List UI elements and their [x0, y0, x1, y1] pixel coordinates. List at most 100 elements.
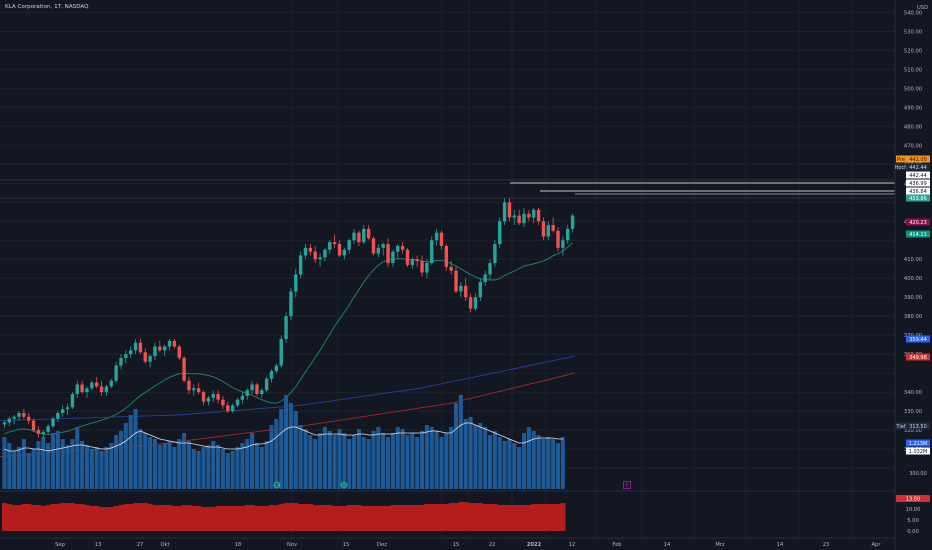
oscillator-tick-label: 10.00 [906, 507, 921, 513]
candle-body [298, 255, 303, 275]
volume-bar [366, 439, 371, 489]
oscillator-bar [249, 505, 255, 531]
oscillator-bar [327, 505, 333, 531]
oscillator-bar [254, 506, 260, 531]
price-tick-label: 510.00 [904, 67, 922, 73]
volume-bar [148, 437, 153, 489]
candle-body [196, 388, 201, 393]
price-badge-value: 1.032M [909, 449, 928, 455]
oscillator-axis[interactable]: 10.00 5.00 0.00 13.50 [896, 495, 930, 535]
time-tick-label: Apr [872, 542, 882, 548]
oscillator-bar [351, 505, 357, 531]
candle-body [473, 297, 478, 309]
candle-body [517, 215, 521, 224]
oscillator-bar [99, 507, 105, 531]
price-tick-label: 390.00 [904, 295, 922, 301]
volume-bar [415, 437, 420, 489]
price-badge-value: 442.00 [909, 157, 927, 163]
oscillator-bar [468, 503, 474, 531]
volume-bar [104, 447, 109, 489]
time-tick-label: 27 [137, 542, 144, 548]
price-badge-bg [906, 194, 930, 202]
price-badge-bg [906, 447, 930, 455]
volume-bar [322, 427, 327, 489]
oscillator-bar [103, 507, 110, 531]
ma-fast-line [4, 242, 573, 435]
oscillator-bar [414, 505, 420, 531]
volume-bar [254, 443, 259, 489]
oscillator-bar [186, 505, 192, 531]
symbol-title[interactable]: KLA Corporation, 1T, NASDAQ [5, 4, 89, 10]
candle-body [459, 285, 463, 292]
oscillator-bar [293, 503, 299, 531]
candle-body [235, 399, 240, 406]
candle-body [245, 390, 249, 396]
volume-bar [172, 447, 177, 489]
oscillator-bar [65, 503, 71, 531]
volume-bar [94, 447, 99, 489]
oscillator-bar [113, 506, 119, 531]
price-badge-bg [906, 218, 930, 226]
price-badge-value: 349.98 [909, 355, 927, 361]
candle-body [566, 228, 570, 241]
dividend-marker [340, 481, 348, 489]
volume-bar [386, 437, 391, 489]
oscillator-bar [230, 506, 236, 531]
candle-body [226, 405, 230, 412]
volume-bar [240, 443, 245, 489]
oscillator-bar [137, 503, 144, 531]
volume-bar [177, 439, 182, 489]
oscillator-bar [128, 504, 134, 531]
volume-bar [410, 433, 415, 489]
candle-body [124, 354, 128, 358]
candle-body [376, 247, 381, 254]
candle-body [104, 386, 109, 393]
oscillator-tick-label: 5.00 [907, 518, 919, 524]
price-badge-bg [906, 422, 930, 430]
volume-bar [50, 433, 56, 489]
volume-bar [99, 451, 104, 489]
oscillator-bar [123, 504, 129, 531]
volume-bar [444, 433, 449, 489]
oscillator-bar [536, 504, 542, 531]
price-badge-value: 300.00 [909, 471, 927, 477]
oscillator-bar [191, 506, 197, 531]
volume-bar [429, 427, 434, 489]
candle-body [493, 244, 497, 264]
volume-bar [405, 435, 410, 489]
time-axis[interactable]: Sep 13 27 Okt 18 Nov 15 Dez 15 22 2022 12 Feb 14 Mrz 14… [55, 542, 881, 548]
candle-body [352, 232, 356, 241]
candle-body [483, 274, 487, 283]
candle-body [114, 365, 118, 381]
candle-body [318, 257, 322, 260]
oscillator-bar [210, 507, 216, 531]
candle-body [536, 209, 541, 222]
price-badge-value: 442.44 [909, 165, 927, 171]
price-badge-value: 436.84 [909, 189, 927, 195]
price-tick-label: 480.00 [904, 124, 922, 130]
volume-bar [551, 439, 556, 489]
candle-body [468, 297, 473, 309]
price-badge-value: 442.44 [909, 173, 927, 179]
volume-bar [133, 409, 138, 489]
time-tick-label: Sep [55, 542, 65, 548]
oscillator-bar [6, 504, 12, 531]
candle-body [488, 263, 492, 275]
volume-bar [521, 433, 527, 489]
candle-body [294, 274, 298, 292]
volume-bar [201, 447, 206, 489]
candle-body [328, 242, 332, 250]
candle-body [182, 357, 186, 381]
candle-body [109, 380, 113, 387]
volume-bar [560, 437, 565, 489]
volume-bar [55, 431, 60, 489]
oscillator-tick-label: 0.00 [907, 529, 919, 535]
candle-body [167, 340, 172, 347]
volume-bar [274, 419, 279, 489]
oscillator-bar [317, 505, 323, 531]
price-badge-value: 359.44 [909, 337, 927, 343]
candle-body [80, 384, 84, 393]
oscillator-bar [511, 505, 517, 531]
price-tick-label: 330.00 [904, 409, 922, 415]
